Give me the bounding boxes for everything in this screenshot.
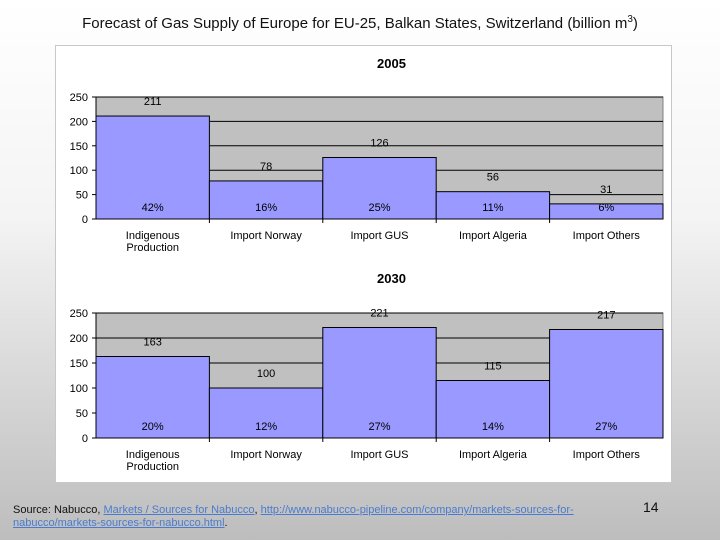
- category-label: Import Algeria: [459, 449, 528, 461]
- bar-percent-label: 27%: [368, 421, 390, 433]
- bar-value-label: 78: [260, 161, 272, 173]
- bar-percent-label: 42%: [142, 202, 164, 214]
- bar: [435, 191, 551, 220]
- y-tick-label: 50: [76, 190, 88, 202]
- category-label: Import Others: [573, 449, 641, 461]
- bar-percent-label: 12%: [255, 421, 277, 433]
- bar: [322, 157, 437, 220]
- bar-value-label: 126: [370, 138, 388, 150]
- source-link-markets[interactable]: Markets / Sources for Nabucco: [103, 504, 255, 516]
- slide-title-text: Forecast of Gas Supply of Europe for EU-…: [82, 15, 628, 32]
- page-number: 14: [643, 499, 659, 515]
- bar-percent-label: 27%: [595, 421, 617, 433]
- bar-percent-label: 25%: [368, 202, 390, 214]
- y-tick-label: 100: [70, 165, 88, 177]
- bar: [322, 327, 437, 439]
- bar: [549, 329, 664, 439]
- y-tick-label: 0: [82, 214, 88, 226]
- y-tick-label: 150: [70, 141, 88, 153]
- category-label: Production: [126, 242, 179, 254]
- bar-value-label: 115: [484, 361, 502, 373]
- bar-value-label: 56: [487, 172, 499, 184]
- category-label: Import Norway: [230, 449, 302, 461]
- source-prefix: Source: Nabucco,: [13, 504, 104, 516]
- y-tick-label: 200: [70, 333, 88, 345]
- bar-value-label: 211: [144, 96, 162, 108]
- source-suffix: .: [224, 517, 228, 529]
- y-tick-label: 150: [70, 358, 88, 370]
- bar-percent-label: 16%: [255, 202, 277, 214]
- category-label: Indigenous: [126, 230, 180, 242]
- y-tick-label: 250: [70, 308, 88, 320]
- source-note: Source: Nabucco, Markets / Sources for N…: [13, 504, 643, 530]
- slide-title-close: ): [632, 15, 638, 32]
- y-tick-label: 50: [76, 408, 88, 420]
- y-tick-label: 0: [82, 433, 88, 445]
- bar-percent-label: 11%: [482, 202, 503, 214]
- bar: [549, 203, 664, 220]
- bar-value-label: 100: [257, 368, 275, 380]
- category-label: Import Algeria: [459, 230, 528, 242]
- chart-title: 2030: [377, 271, 406, 286]
- category-label: Production: [126, 461, 179, 473]
- bar-value-label: 217: [597, 310, 615, 322]
- source-link-url[interactable]: http://www.nabucco-pipeline.com/company/…: [13, 504, 574, 529]
- source-separator: ,: [254, 504, 261, 516]
- y-tick-label: 250: [70, 92, 88, 104]
- y-tick-label: 100: [70, 383, 88, 395]
- slide-title: Forecast of Gas Supply of Europe for EU-…: [0, 14, 720, 32]
- slide-title-superscript: 3: [627, 14, 633, 25]
- bar: [95, 356, 210, 439]
- category-label: Import Others: [573, 230, 641, 242]
- bar-value-label: 221: [370, 308, 388, 320]
- bar-percent-label: 14%: [482, 421, 504, 433]
- category-label: Import GUS: [350, 230, 408, 242]
- category-label: Import GUS: [350, 449, 408, 461]
- bar-percent-label: 6%: [598, 202, 614, 214]
- bar-value-label: 31: [600, 184, 612, 196]
- chart-title: 2005: [377, 56, 406, 71]
- bar: [95, 115, 210, 220]
- category-label: Import Norway: [230, 230, 302, 242]
- bar-percent-label: 20%: [142, 421, 164, 433]
- bar: [208, 387, 324, 439]
- bar: [208, 180, 324, 220]
- y-tick-label: 200: [70, 116, 88, 128]
- bar-value-label: 163: [144, 337, 162, 349]
- category-label: Indigenous: [126, 449, 180, 461]
- bar: [435, 380, 551, 439]
- chart-frame: 2005 0 50 100 150 200 250 211 42% Indigenous Produ…: [55, 45, 672, 483]
